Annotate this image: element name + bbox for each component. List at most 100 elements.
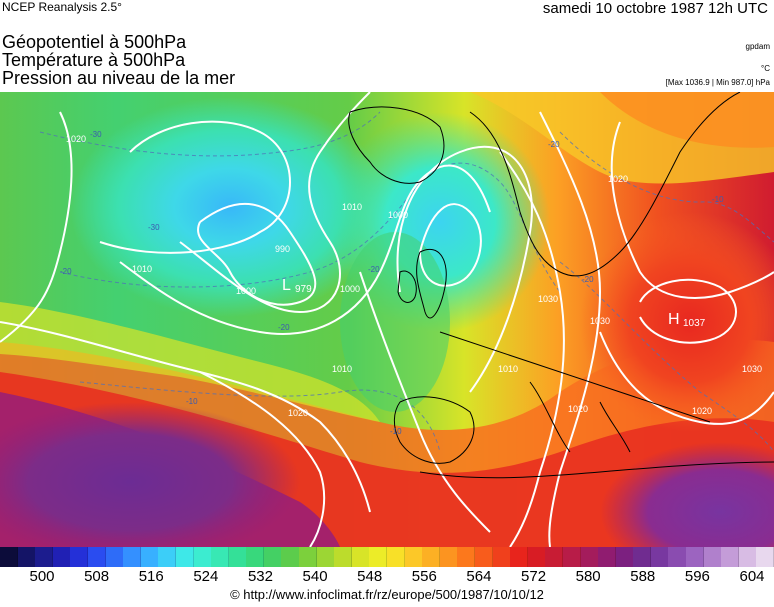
color-scale-label: 588	[630, 568, 656, 585]
coast-scandinavia	[469, 91, 741, 277]
color-scale-swatch	[193, 547, 212, 567]
color-scale-swatch	[439, 547, 458, 567]
title-pressure: Pression au niveau de la mer	[2, 68, 236, 88]
isobar-label: 1000	[340, 284, 360, 294]
temperature-label: -10	[712, 195, 724, 204]
temp-contour-5	[559, 261, 774, 453]
isobar-1010-south	[359, 271, 491, 533]
color-scale-swatch	[299, 547, 318, 567]
isobar-label: 1020	[608, 174, 628, 184]
color-scale-swatch	[175, 547, 194, 567]
color-scale-label: 580	[575, 568, 601, 585]
temp-contour-1	[39, 111, 381, 157]
weather-map: 1020 1010 1000 990 1010 1000 1010 1000 1…	[0, 91, 774, 582]
coast-ireland	[397, 270, 417, 303]
isobar-1020-central	[499, 151, 565, 548]
isobar-label: 1010	[498, 364, 518, 374]
color-scale-swatch	[457, 547, 476, 567]
isobar-label: 1020	[568, 404, 588, 414]
color-scale-label: 532	[247, 568, 273, 585]
color-scale-swatch	[140, 547, 159, 567]
isobar-1030-inner	[539, 111, 602, 548]
color-scale-swatch	[387, 547, 406, 567]
field-green-tongue	[340, 232, 450, 412]
color-scale-swatch	[123, 547, 142, 567]
color-scale-swatch	[228, 547, 247, 567]
isobar-1030-east	[610, 121, 774, 299]
color-scale-swatch	[527, 547, 546, 567]
color-scale-swatch	[615, 547, 634, 567]
isobar-labels: 1020 1010 1000 990 1010 1000 1010 1000 1…	[66, 134, 762, 418]
isobars	[0, 91, 774, 548]
unit-temperature: °C	[761, 64, 770, 73]
color-scale-swatch	[316, 547, 335, 567]
color-scale-label: 604	[739, 568, 765, 585]
color-scale-swatch	[633, 547, 652, 567]
field-yellow-band-west	[0, 302, 380, 422]
isobar-label: 1010	[332, 364, 352, 374]
color-scale-swatch	[474, 547, 494, 567]
color-scale-swatch	[263, 547, 282, 567]
color-scale-swatch	[738, 547, 757, 567]
color-scale-swatch	[562, 547, 581, 567]
color-scale-swatch	[70, 547, 89, 567]
color-scale-swatch	[35, 547, 54, 567]
isobar-1020-east	[599, 331, 774, 425]
high-symbol: H	[668, 311, 680, 328]
coast-britain	[416, 249, 447, 319]
field-purple-east	[600, 442, 774, 582]
color-scale-swatch	[721, 547, 740, 567]
color-scale-label: 500	[29, 568, 55, 585]
color-scale-label: 548	[357, 568, 383, 585]
isobar-label: 1020	[66, 134, 86, 144]
low-symbol: L	[282, 277, 291, 294]
isobar-label: 1020	[692, 406, 712, 416]
color-scale-swatch	[158, 547, 177, 567]
color-scale-swatch	[686, 547, 705, 567]
color-scale-swatch	[510, 547, 529, 567]
isobar-label: 1030	[538, 294, 558, 304]
color-scale-swatch	[334, 547, 353, 567]
color-scale-swatch	[369, 547, 388, 567]
coast-greenland-iceland	[348, 106, 445, 184]
field-warm-high	[580, 212, 774, 432]
color-scale-swatch	[580, 547, 599, 567]
temperature-label: -20	[548, 140, 560, 149]
coast-balkans	[599, 401, 631, 453]
color-scale-label: 508	[84, 568, 110, 585]
temperature-label: -30	[148, 223, 160, 232]
temperature-label: -30	[90, 130, 102, 139]
title-geopotential: Géopotentiel à 500hPa	[2, 32, 187, 52]
isobar-label: 1000	[388, 210, 408, 220]
color-scale-bar	[0, 547, 774, 567]
color-scale-label: 540	[302, 568, 328, 585]
field-purple-atlantic	[0, 402, 300, 562]
color-scale-label: 516	[138, 568, 164, 585]
low-value: 979	[295, 284, 312, 295]
color-scale-swatch	[105, 547, 124, 567]
temperature-label: -20	[582, 275, 594, 284]
high-value: 1037	[683, 318, 706, 329]
isobar-label: 990	[275, 244, 290, 254]
color-scale-label: 596	[684, 568, 710, 585]
temperature-label: -20	[368, 265, 380, 274]
color-scale-swatch	[492, 547, 511, 567]
color-scale-label: 564	[466, 568, 492, 585]
isobar-label: 1010	[132, 264, 152, 274]
temperature-label: -20	[60, 267, 72, 276]
title-temperature: Température à 500hPa	[2, 50, 186, 70]
color-scale-swatch	[281, 547, 300, 567]
temperature-labels: -30 -30 -20 -20 -20 -10 -10 -10 -20 -20	[60, 130, 724, 436]
coast-europe-south	[439, 331, 711, 423]
isobar-label: 1030	[590, 316, 610, 326]
coast-italy	[529, 381, 571, 453]
isobar-west-1010	[99, 120, 291, 254]
isobar-label: 1020	[288, 408, 308, 418]
temperature-label: -10	[390, 427, 402, 436]
isobar-central-1010	[396, 145, 533, 393]
weather-map-svg: 1020 1010 1000 990 1010 1000 1010 1000 1…	[0, 91, 774, 582]
isobar-1020-atlantic	[199, 371, 326, 548]
color-scale-label: 572	[521, 568, 547, 585]
color-scale-swatch	[668, 547, 687, 567]
pressure-centers: L 979 H 1037	[282, 277, 706, 329]
